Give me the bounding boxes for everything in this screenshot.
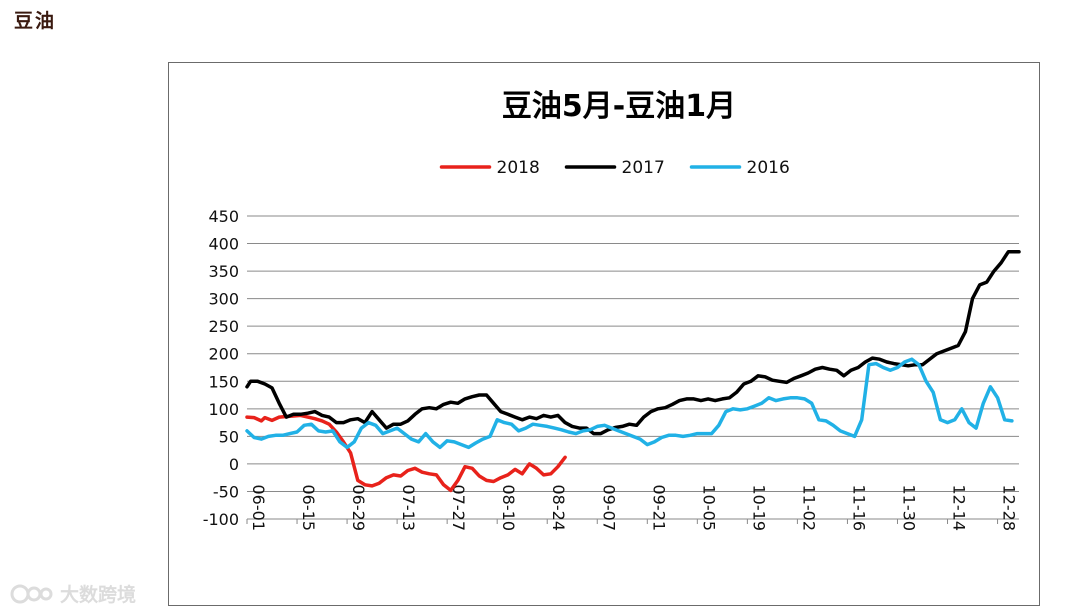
page-heading: 豆油	[14, 10, 57, 32]
y-tick-label: 350	[208, 262, 239, 281]
legend-label-2018: 2018	[497, 158, 540, 178]
x-tick-label: 06-01	[249, 485, 268, 532]
series-line-2016	[245, 357, 1014, 450]
x-tick-label: 10-05	[699, 485, 718, 532]
series-line-2017	[245, 250, 1021, 436]
y-tick-label: 100	[208, 400, 239, 419]
x-tick-label: 08-24	[549, 485, 568, 532]
y-tick-label: -50	[213, 482, 239, 501]
y-tick-label: 50	[219, 427, 239, 446]
x-tick-label: 11-30	[899, 485, 918, 532]
watermark: 大数跨境	[10, 580, 136, 607]
y-tick-label: 450	[208, 207, 239, 226]
y-tick-label: 150	[208, 372, 239, 391]
x-tick-label: 07-27	[449, 485, 468, 532]
x-tick-label: 07-13	[399, 485, 418, 532]
legend-label-2017: 2017	[622, 158, 665, 178]
y-tick-label: 0	[229, 455, 239, 474]
chart-gridlines	[247, 215, 1019, 520]
x-tick-label: 06-15	[299, 485, 318, 532]
y-tick-label: -100	[203, 510, 239, 529]
y-tick-label: 300	[208, 290, 239, 309]
x-tick-label: 10-19	[749, 485, 768, 532]
y-tick-label: 400	[208, 235, 239, 254]
x-tick-label: 06-29	[349, 485, 368, 532]
x-tick-label: 11-16	[849, 485, 868, 532]
x-tick-label: 12-28	[1000, 485, 1019, 532]
y-tick-label: 200	[208, 345, 239, 364]
y-tick-label: 250	[208, 317, 239, 336]
chart-legend: 2018 2017 2016	[439, 158, 790, 178]
watermark-logo-icon	[10, 584, 53, 603]
x-axis: 06-01 06-15 06-29 07-13 07-27 08-10 08-24 09-07…	[246, 485, 1019, 532]
watermark-text: 大数跨境	[60, 584, 137, 606]
series-layer	[245, 250, 1021, 493]
chart-frame: 豆油5月-豆油1月 2018 2017 2016 -100 -50 0 50 100 150 2…	[168, 62, 1040, 606]
chart-title: 豆油5月-豆油1月	[502, 89, 736, 124]
x-tick-label: 09-21	[649, 485, 668, 532]
x-tick-label: 09-07	[599, 485, 618, 532]
x-tick-label: 11-02	[799, 485, 818, 532]
series-line-2018	[245, 413, 567, 493]
x-tick-label: 08-10	[499, 485, 518, 532]
x-tick-label: 12-14	[950, 485, 969, 532]
y-axis: -100 -50 0 50 100 150 200 250 300 350 400 450	[203, 207, 239, 529]
line-chart: 豆油5月-豆油1月 2018 2017 2016 -100 -50 0 50 100 150 2…	[203, 89, 1021, 532]
legend-label-2016: 2016	[747, 158, 790, 178]
